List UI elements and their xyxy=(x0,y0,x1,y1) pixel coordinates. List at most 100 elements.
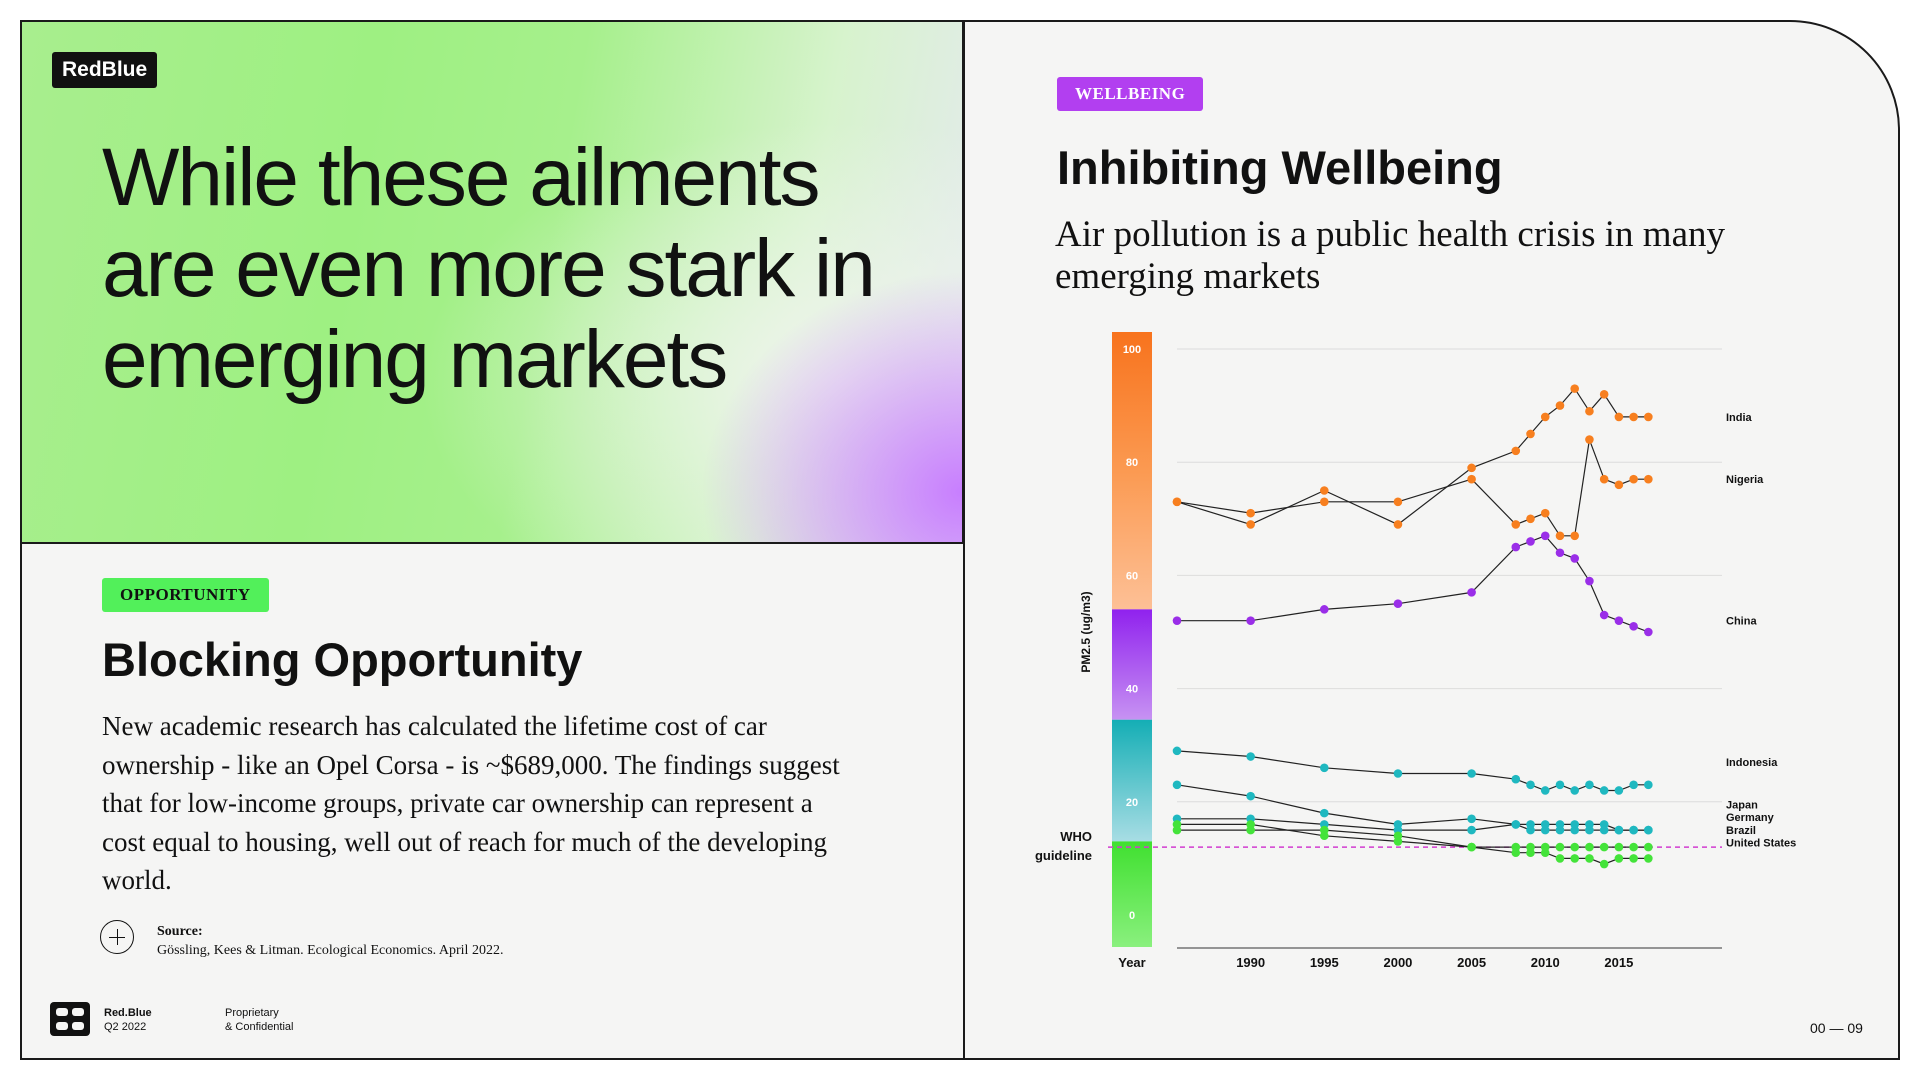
data-point xyxy=(1540,848,1550,858)
x-tick-label: 2015 xyxy=(1604,955,1633,970)
y-tick-label: 80 xyxy=(1126,457,1138,469)
data-point xyxy=(1629,780,1638,790)
source-citation: Gössling, Kees & Litman. Ecological Econ… xyxy=(157,943,504,958)
data-point xyxy=(1467,842,1476,852)
series-label: Japan xyxy=(1726,800,1758,812)
hero-panel: RedBlue While these ailments are even mo… xyxy=(22,22,964,544)
x-tick-label: 2005 xyxy=(1457,955,1486,970)
data-point xyxy=(1555,854,1565,863)
wellbeing-title: Inhibiting Wellbeing xyxy=(1057,141,1503,194)
data-point xyxy=(1319,605,1329,614)
redblue-logo-icon xyxy=(50,1002,90,1036)
data-point xyxy=(1599,389,1609,399)
data-point xyxy=(1570,554,1580,563)
wellbeing-tag: WELLBEING xyxy=(1057,77,1204,111)
page-number: 00 — 09 xyxy=(1810,1020,1863,1036)
data-point xyxy=(1644,627,1653,637)
data-point xyxy=(1614,786,1624,795)
x-tick-label: 2010 xyxy=(1531,955,1560,970)
data-point xyxy=(1319,497,1329,507)
data-point xyxy=(1393,599,1403,608)
y-tick-label: 100 xyxy=(1123,344,1141,356)
data-point xyxy=(1555,825,1565,835)
vertical-divider xyxy=(963,22,965,1058)
plus-icon xyxy=(100,920,134,954)
x-axis-label: Year xyxy=(1118,955,1145,970)
data-point xyxy=(1585,780,1594,790)
data-point xyxy=(1172,825,1182,835)
data-point xyxy=(1570,825,1580,835)
data-point xyxy=(1246,616,1255,625)
data-point xyxy=(1172,746,1182,756)
y-tick-label: 60 xyxy=(1126,570,1138,582)
footer-company: Red.Blue Q2 2022 xyxy=(104,1006,152,1034)
data-point xyxy=(1614,854,1624,863)
data-point xyxy=(1555,780,1565,790)
data-point xyxy=(1319,808,1329,818)
data-point xyxy=(1393,520,1403,529)
data-point xyxy=(1511,848,1521,858)
data-point xyxy=(1555,401,1565,410)
series-label: Brazil xyxy=(1726,825,1756,837)
data-point xyxy=(1555,548,1565,558)
data-point xyxy=(1585,576,1594,586)
series-label: Nigeria xyxy=(1726,474,1764,486)
scale-bar-teal xyxy=(1112,719,1152,842)
data-point xyxy=(1585,854,1594,863)
scale-bar-green xyxy=(1112,841,1152,947)
data-point xyxy=(1614,842,1624,852)
data-point xyxy=(1246,508,1255,518)
data-point xyxy=(1644,780,1653,790)
series-label: China xyxy=(1726,616,1757,628)
pm25-line-chart: 0 20 40 60 80 100 PM2.5 (ug/m3) WHO guideline Yea… xyxy=(1035,332,1796,970)
y-axis-label: PM2.5 (ug/m3) xyxy=(1079,591,1093,672)
data-point xyxy=(1629,854,1638,863)
data-point xyxy=(1644,474,1653,484)
footer-conf-line1: Proprietary xyxy=(225,1007,279,1019)
data-point xyxy=(1614,616,1624,625)
data-point xyxy=(1467,474,1476,484)
footer-period: Q2 2022 xyxy=(104,1021,147,1033)
data-point xyxy=(1467,463,1476,473)
data-point xyxy=(1585,435,1594,444)
data-point xyxy=(1393,831,1403,841)
data-point xyxy=(1555,531,1565,541)
scale-bar-orange xyxy=(1112,332,1152,610)
data-point xyxy=(1614,480,1624,490)
data-point xyxy=(1570,384,1580,393)
data-point xyxy=(1467,825,1476,835)
slide-frame: RedBlue While these ailments are even mo… xyxy=(20,20,1900,1060)
data-point xyxy=(1511,820,1521,829)
x-tick-label: 2000 xyxy=(1383,955,1412,970)
wellbeing-subtitle: Air pollution is a public health crisis … xyxy=(1055,214,1726,297)
data-point xyxy=(1644,825,1653,835)
footer-conf-line2: & Confidential xyxy=(225,1021,294,1033)
series-line xyxy=(1176,387,1649,526)
data-point xyxy=(1629,842,1638,852)
opportunity-body: New academic research has calculated the… xyxy=(102,711,840,895)
scale-bar-purple xyxy=(1112,609,1152,720)
data-point xyxy=(1570,531,1580,541)
data-point xyxy=(1599,474,1609,484)
data-point xyxy=(1585,842,1594,852)
data-point xyxy=(1246,825,1255,835)
data-point xyxy=(1467,814,1476,824)
data-point xyxy=(1511,446,1521,456)
data-point xyxy=(1614,412,1624,422)
data-point xyxy=(1599,786,1609,795)
data-point xyxy=(1526,780,1535,790)
data-point xyxy=(1644,412,1653,422)
y-tick-label: 20 xyxy=(1126,797,1138,809)
data-point xyxy=(1526,537,1535,546)
source-label: Source: xyxy=(157,924,203,939)
series-label: United States xyxy=(1726,838,1796,850)
data-point xyxy=(1319,486,1329,495)
data-point xyxy=(1393,769,1403,778)
x-tick-label: 1995 xyxy=(1310,955,1339,970)
data-point xyxy=(1629,825,1638,835)
data-point xyxy=(1246,752,1255,761)
data-point xyxy=(1570,842,1580,852)
data-point xyxy=(1246,791,1255,801)
data-point xyxy=(1644,842,1653,852)
data-point xyxy=(1570,854,1580,863)
